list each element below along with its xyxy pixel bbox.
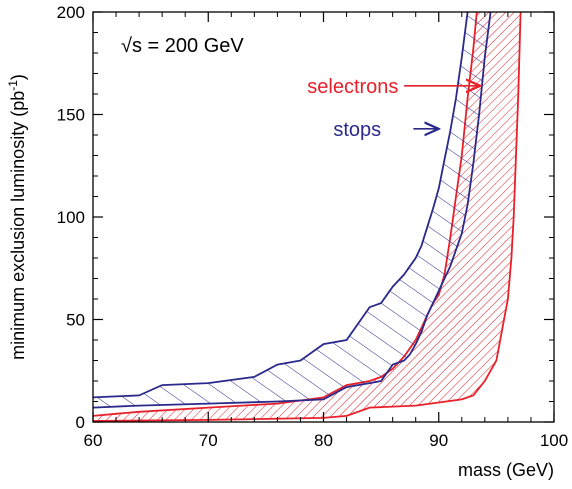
- stops-upper-line: [93, 12, 469, 399]
- x-tick-label: 100: [540, 431, 568, 450]
- x-tick-label: 80: [314, 431, 333, 450]
- stops-label: stops: [333, 119, 381, 141]
- x-axis-title: mass (GeV): [458, 460, 554, 480]
- y-axis-title: minimum exclusion luminosity (pb-1): [6, 74, 28, 360]
- stops-band: [93, 12, 491, 408]
- x-tick-label: 90: [429, 431, 448, 450]
- stops-lower-line: [93, 12, 492, 409]
- x-tick-label: 60: [84, 431, 103, 450]
- energy-annotation: √s = 200 GeV: [121, 35, 244, 57]
- y-axis-title-sup: -1: [6, 80, 20, 91]
- selectrons-label: selectrons: [307, 76, 398, 98]
- selectrons-lower-line: [93, 12, 522, 422]
- y-tick-label: 200: [57, 3, 85, 22]
- y-axis-title-close: ): [8, 74, 28, 80]
- y-tick-label: 150: [57, 106, 85, 125]
- y-axis-title-main: minimum exclusion luminosity (pb: [8, 91, 28, 360]
- y-tick-label: 100: [57, 208, 85, 227]
- y-tick-label: 0: [76, 413, 85, 432]
- x-tick-label: 70: [199, 431, 218, 450]
- y-tick-label: 50: [66, 311, 85, 330]
